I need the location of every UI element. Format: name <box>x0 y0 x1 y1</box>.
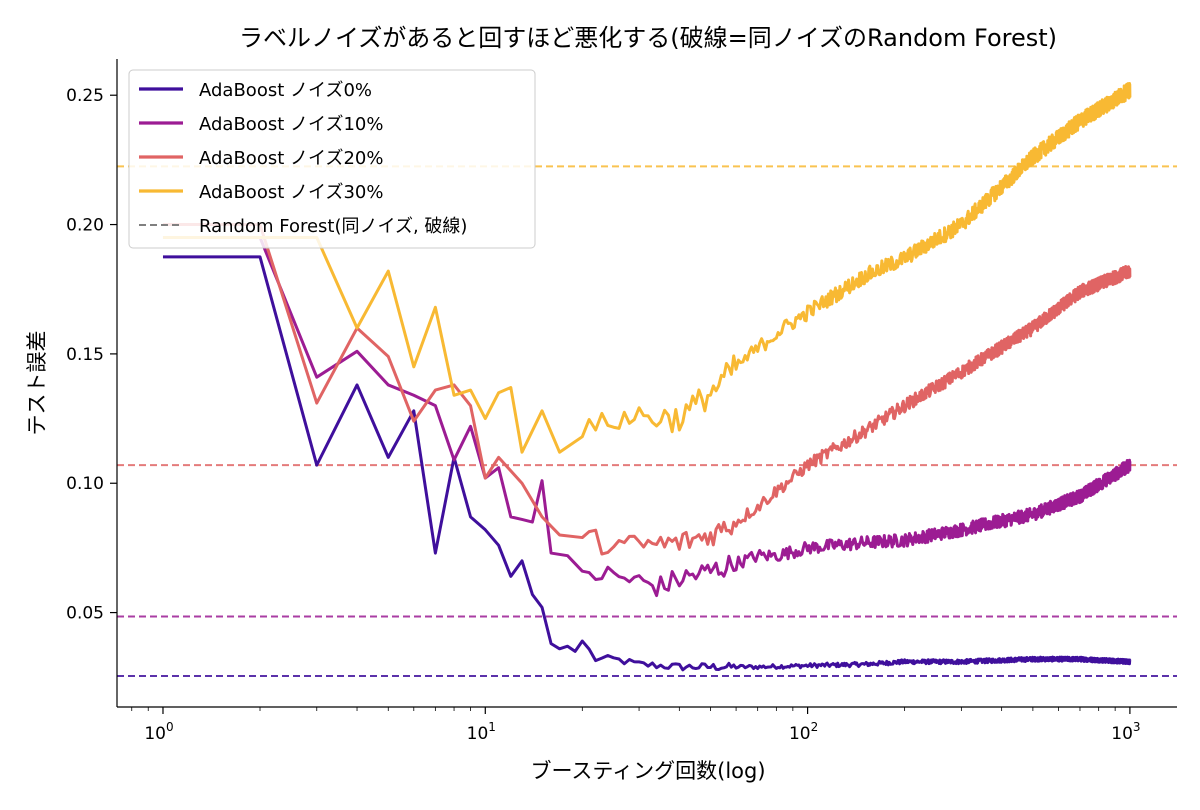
x-tick-exponent: 0 <box>166 720 174 734</box>
legend-label: Random Forest(同ノイズ, 破線) <box>199 216 467 237</box>
x-tick-label: 103 <box>1111 720 1140 744</box>
y-tick-label: 0.05 <box>66 604 104 624</box>
x-tick-exponent: 3 <box>1133 720 1141 734</box>
series-line <box>162 223 1132 556</box>
legend-label: AdaBoost ノイズ30% <box>199 182 383 203</box>
series-line <box>162 82 1132 454</box>
x-tick-label: 102 <box>789 720 818 744</box>
series-line <box>162 235 1132 598</box>
legend-label: AdaBoost ノイズ0% <box>199 80 372 101</box>
x-tick-exponent: 2 <box>811 720 819 734</box>
y-ticks: 0.05 0.10 0.15 0.20 0.25 <box>66 86 117 624</box>
y-tick-label: 0.15 <box>66 345 104 365</box>
x-ticks: 100 101 102 103 <box>131 707 1141 744</box>
legend-label: AdaBoost ノイズ10% <box>199 114 383 135</box>
axes <box>116 59 1177 708</box>
legend-label: AdaBoost ノイズ20% <box>199 148 383 169</box>
x-tick-label: 101 <box>467 720 496 744</box>
chart-title: ラベルノイズがあると回すほど悪化する(破線=同ノイズのRandom Forest… <box>239 24 1057 52</box>
series-line <box>162 255 1132 672</box>
y-tick-label: 0.10 <box>66 474 104 494</box>
x-tick-label: 100 <box>144 720 173 744</box>
legend: AdaBoost ノイズ0% AdaBoost ノイズ10% AdaBoost ノイ… <box>128 69 536 249</box>
y-axis-label: テスト誤差 <box>25 331 49 436</box>
x-axis-label: ブースティング回数(log) <box>530 759 765 783</box>
y-tick-label: 0.20 <box>66 216 104 236</box>
x-tick-exponent: 1 <box>488 720 496 734</box>
legend-box <box>128 69 536 249</box>
y-tick-label: 0.25 <box>66 86 104 106</box>
